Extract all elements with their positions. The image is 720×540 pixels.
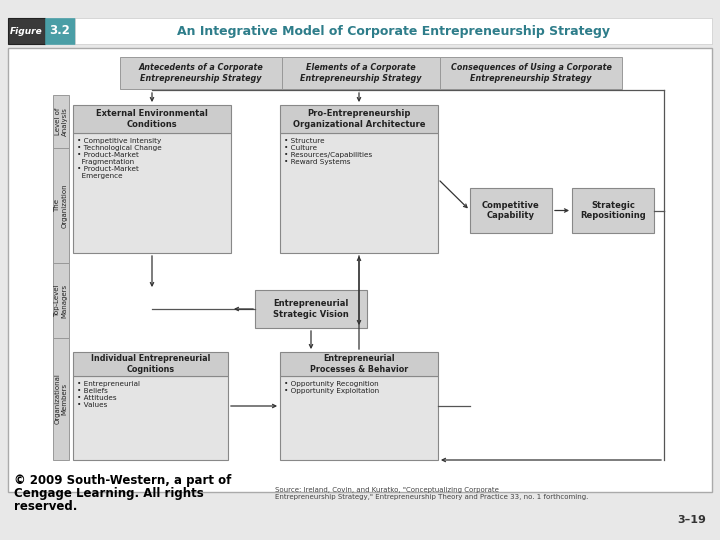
Bar: [75, 18, 712, 44]
Text: Top-Level
Managers: Top-Level Managers: [55, 284, 68, 318]
Bar: [53, 338, 69, 460]
Bar: [53, 95, 69, 148]
Text: • Structure
• Culture
• Resources/Capabilities
• Reward Systems: • Structure • Culture • Resources/Capabi…: [284, 138, 372, 165]
Bar: [120, 57, 282, 89]
Text: • Competitive Intensity
• Technological Change
• Product-Market
  Fragmentation
: • Competitive Intensity • Technological …: [77, 138, 162, 179]
Bar: [73, 376, 228, 460]
Text: Pro-Entrepreneurship
Organizational Architecture: Pro-Entrepreneurship Organizational Arch…: [293, 109, 426, 129]
Bar: [73, 105, 231, 133]
Text: • Opportunity Recognition
• Opportunity Exploitation: • Opportunity Recognition • Opportunity …: [284, 381, 379, 394]
Bar: [470, 188, 552, 233]
Bar: [440, 57, 622, 89]
Text: Level of
Analysis: Level of Analysis: [55, 107, 68, 136]
Text: External Environmental
Conditions: External Environmental Conditions: [96, 109, 208, 129]
Text: Antecedents of a Corporate
Entrepreneurship Strategy: Antecedents of a Corporate Entrepreneurs…: [139, 63, 264, 83]
Text: An Integrative Model of Corporate Entrepreneurship Strategy: An Integrative Model of Corporate Entrep…: [177, 24, 610, 37]
Text: • Entrepreneurial
• Beliefs
• Attitudes
• Values: • Entrepreneurial • Beliefs • Attitudes …: [77, 381, 140, 408]
Bar: [8, 18, 45, 44]
Bar: [73, 133, 231, 253]
Text: Consequences of Using a Corporate
Entrepreneurship Strategy: Consequences of Using a Corporate Entrep…: [451, 63, 611, 83]
Bar: [280, 376, 438, 460]
Text: Strategic
Repositioning: Strategic Repositioning: [580, 201, 646, 220]
Text: Competitive
Capability: Competitive Capability: [482, 201, 540, 220]
Text: The
Organization: The Organization: [55, 183, 68, 228]
Text: Source: Ireland, Covin, and Kuratko, "Conceptualizing Corporate
Entrepreneurship: Source: Ireland, Covin, and Kuratko, "Co…: [275, 487, 588, 500]
Text: Cengage Learning. All rights: Cengage Learning. All rights: [14, 487, 204, 500]
Bar: [280, 133, 438, 253]
Text: 3–19: 3–19: [677, 515, 706, 525]
Bar: [53, 263, 69, 338]
Bar: [73, 352, 228, 376]
Text: 3.2: 3.2: [50, 24, 71, 37]
Bar: [280, 352, 438, 376]
Text: Figure: Figure: [10, 26, 43, 36]
Text: Entrepreneurial
Processes & Behavior: Entrepreneurial Processes & Behavior: [310, 354, 408, 374]
Text: Individual Entrepreneurial
Cognitions: Individual Entrepreneurial Cognitions: [91, 354, 210, 374]
Text: © 2009 South-Western, a part of: © 2009 South-Western, a part of: [14, 474, 231, 487]
Bar: [255, 290, 367, 328]
Text: Organizational
Members: Organizational Members: [55, 374, 68, 424]
Text: Entrepreneurial
Strategic Vision: Entrepreneurial Strategic Vision: [273, 299, 349, 319]
Bar: [45, 18, 75, 44]
Bar: [572, 188, 654, 233]
Bar: [8, 48, 712, 492]
Bar: [282, 57, 440, 89]
Bar: [280, 105, 438, 133]
Text: reserved.: reserved.: [14, 500, 77, 513]
Bar: [53, 148, 69, 263]
Text: Elements of a Corporate
Entrepreneurship Strategy: Elements of a Corporate Entrepreneurship…: [300, 63, 422, 83]
